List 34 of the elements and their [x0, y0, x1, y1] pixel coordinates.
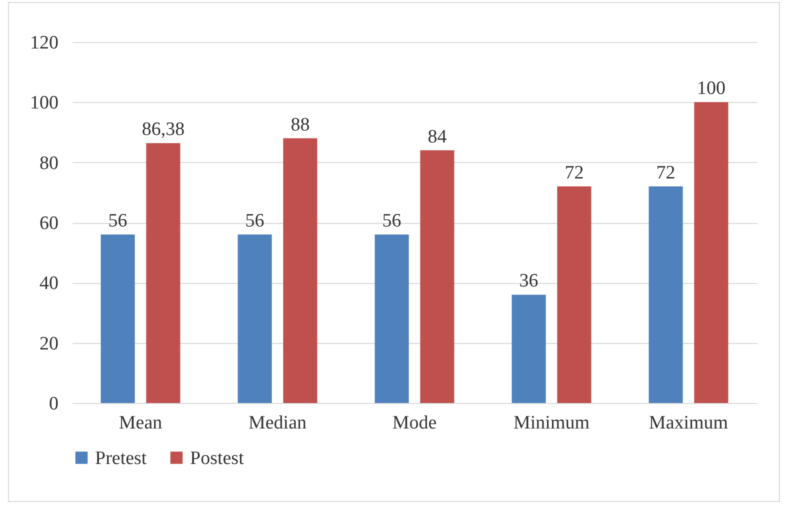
y-tick-label: 40	[40, 273, 58, 294]
data-label: 86,38	[142, 119, 185, 140]
data-label: 56	[245, 210, 264, 232]
data-label: 36	[519, 270, 538, 292]
data-label: 72	[656, 162, 676, 184]
data-label: 88	[290, 114, 310, 136]
x-tick-label: Mean	[118, 412, 163, 434]
bar	[374, 234, 409, 403]
y-tick-label: 20	[40, 333, 58, 354]
x-tick-label: Maximum	[648, 412, 728, 434]
bar	[100, 234, 135, 403]
data-label: 100	[696, 78, 726, 100]
bar	[648, 186, 683, 403]
bar	[283, 138, 318, 403]
bar	[694, 102, 728, 403]
bar	[238, 234, 272, 403]
legend-label: Pretest	[95, 448, 148, 469]
x-tick-label: Median	[248, 412, 308, 434]
data-label: 84	[428, 126, 448, 148]
bar	[557, 186, 592, 403]
data-label: 56	[108, 210, 128, 232]
y-tick-label: 120	[30, 32, 58, 54]
y-tick-label: 0	[49, 394, 58, 414]
bar	[146, 143, 180, 403]
bar	[420, 150, 454, 403]
data-label: 56	[382, 210, 402, 232]
x-tick-label: Minimum	[513, 412, 590, 434]
data-label: 72	[564, 162, 584, 184]
legend-label: Postest	[190, 448, 245, 469]
y-tick-label: 80	[40, 152, 58, 174]
y-tick-label: 60	[40, 213, 58, 234]
bar	[512, 294, 546, 403]
y-tick-label: 100	[30, 92, 58, 114]
x-tick-label: Mode	[392, 412, 437, 434]
